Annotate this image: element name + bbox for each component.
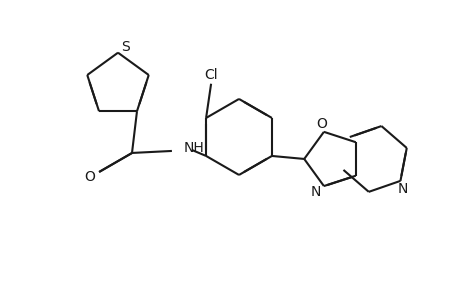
Text: N: N bbox=[310, 185, 320, 199]
Text: N: N bbox=[397, 182, 407, 196]
Text: NH: NH bbox=[184, 141, 204, 155]
Text: Cl: Cl bbox=[204, 68, 218, 82]
Text: O: O bbox=[316, 117, 327, 131]
Text: O: O bbox=[84, 170, 95, 184]
Text: S: S bbox=[121, 40, 130, 54]
